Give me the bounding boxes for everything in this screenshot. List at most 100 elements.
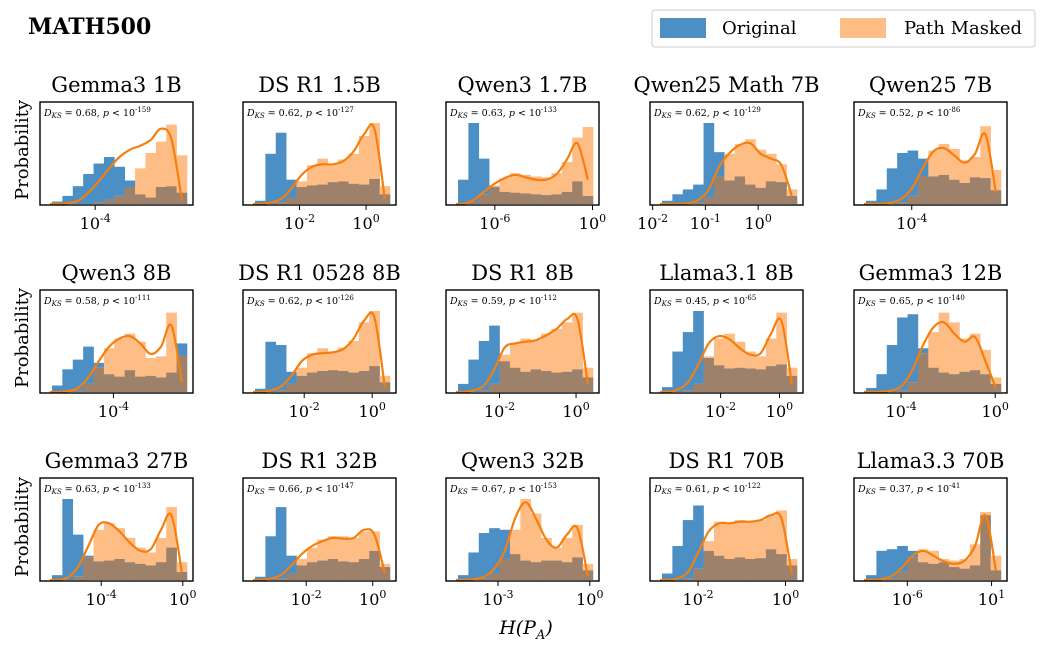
bar-overlap [306,185,318,204]
bar-path-masked [379,375,391,383]
bar-overlap [949,567,960,580]
axes-frame [853,289,1008,394]
x-tick-label: 10-4 [98,400,129,421]
panel-title: DS R1 70B [669,449,785,473]
ks-annotation: DKS = 0.61, p < 10-122 [653,482,761,496]
panel: DS R1 70B DKS = 0.61, p < 10-122 10-2 100 [649,449,804,609]
bar-overlap [969,370,981,392]
x-tick-label: 100 [982,400,1009,421]
bar-path-masked [338,159,349,182]
bar-overlap [286,573,297,580]
ks-annotation: DKS = 0.45, p < 10-65 [653,294,756,308]
bar-path-masked [296,181,308,187]
bar-overlap [358,370,370,392]
bar-original [468,359,480,392]
bar-overlap [93,561,105,580]
bar-path-masked [327,536,339,559]
bar-path-masked [969,333,981,371]
kde-line [864,320,997,394]
bar-path-masked [990,377,1002,384]
bar-original [62,499,74,580]
bar-overlap [155,562,167,580]
bar-overlap [379,382,391,392]
ks-annotation: DKS = 0.62, p < 10-127 [246,106,354,120]
bar-overlap [776,182,787,204]
bar-path-masked [776,312,787,365]
bar-overlap [724,558,735,580]
bar-path-masked [348,153,360,184]
kde-line [660,317,793,394]
bar-overlap [949,179,960,204]
bar-overlap [124,370,136,392]
bar-overlap [990,190,1002,204]
bar-original [478,158,490,195]
bar-overlap [980,515,991,580]
panel: DS R1 8B DKS = 0.59, p < 10-112 10-2 100 [445,261,600,421]
bar-overlap [286,383,297,392]
bar-original [72,186,84,204]
bar-overlap [509,554,521,580]
bar-overlap [724,180,735,204]
bar-overlap [296,186,308,204]
bar-path-masked [572,524,583,558]
bar-overlap [703,550,715,580]
bar-original [93,163,105,203]
bar-original [662,573,673,580]
bar-path-masked [572,137,583,182]
bar-path-masked [358,322,370,371]
bar-original [478,533,490,579]
x-tick-label: 100 [562,400,589,421]
axes-frame [853,101,1008,206]
bar-overlap [582,377,594,392]
panel: Qwen25 7B DKS = 0.52, p < 10-86 10-4 [853,73,1008,233]
bar-overlap [379,194,391,204]
bar-overlap [338,561,349,580]
axes-frame [445,477,600,582]
panel-title: Qwen3 32B [461,449,584,473]
bar-path-masked [530,176,542,195]
axes-frame [445,101,600,206]
x-tick-label: 100 [359,400,386,421]
x-tick-label: 100 [579,212,606,233]
panel-title: Gemma3 1B [51,73,181,97]
bar-original [114,166,125,196]
x-tick-label: 10-2 [284,212,315,233]
x-tick-label: 10-4 [80,212,111,233]
bar-path-masked [379,563,391,568]
bar-path-masked [551,328,563,373]
x-tick-label: 10-6 [892,588,923,609]
bar-path-masked [369,311,380,367]
kde-line [660,141,793,206]
bar-overlap [145,565,157,580]
bar-path-masked [745,351,756,369]
bar-path-masked [928,550,939,564]
bar-overlap [765,549,777,580]
bar-path-masked [379,186,391,195]
bar-overlap [917,562,929,580]
bar-original [907,550,919,558]
bar-path-masked [755,520,767,559]
bar-overlap [72,576,84,580]
bar-overlap [348,183,360,204]
bar-overlap [897,390,908,392]
x-tick-label: 100 [766,400,793,421]
kde-line [456,312,589,394]
bar-overlap [275,202,287,204]
bar-original [682,332,694,391]
axes-frame [242,289,397,394]
bar-overlap [509,367,521,392]
bar-path-masked [541,333,552,371]
bar-overlap [561,191,573,204]
bar-path-masked [530,513,542,563]
bar-original [275,507,287,579]
y-axis-label-row-3: Probability [12,476,33,577]
bar-overlap [317,370,328,392]
bar-path-masked [582,563,594,571]
bar-overlap [938,562,950,580]
bar-overlap [317,560,328,580]
bar-overlap [348,562,360,580]
bar-overlap [745,368,756,392]
bar-path-masked [938,144,950,175]
bar-original [103,157,115,200]
